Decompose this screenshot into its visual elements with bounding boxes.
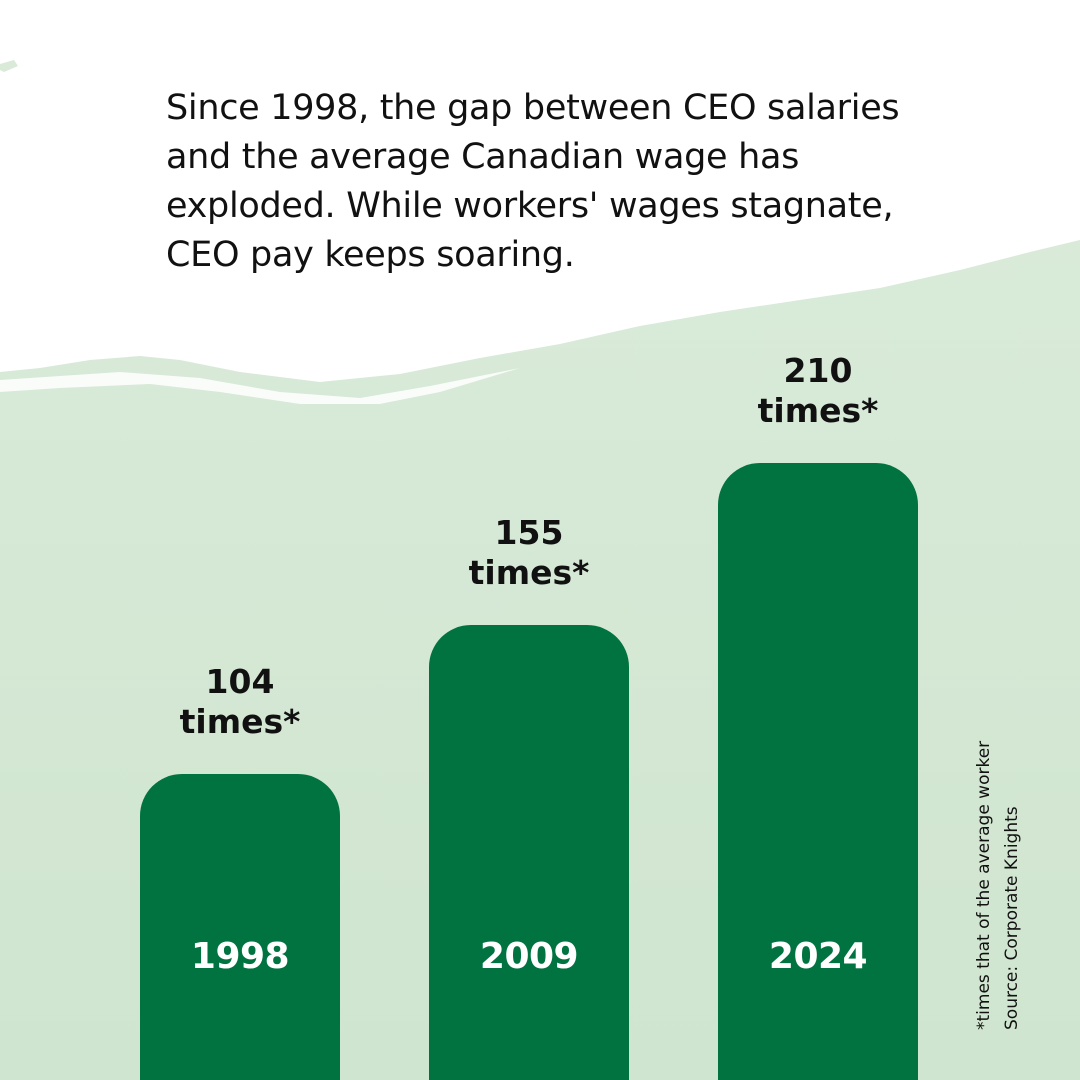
brush-edge (0, 368, 520, 404)
data-label-1998: 104 times* (120, 662, 360, 742)
data-label-unit: times* (179, 702, 301, 742)
data-label-unit: times* (757, 391, 879, 430)
intro-text: Since 1998, the gap between CEO salaries… (166, 88, 900, 275)
footnote-source: Source: Corporate Knights (1002, 806, 1022, 1030)
bar-2024 (718, 463, 918, 1080)
bar-1998 (140, 774, 340, 1080)
footnote: *times that of the average worker Source… (970, 741, 1026, 1030)
data-label-2024: 210 times* (698, 351, 938, 431)
bar-2009 (429, 624, 629, 1080)
data-label-2009: 155 times* (409, 513, 649, 593)
category-label-2009: 2009 (479, 936, 579, 977)
data-label-value: 104 (205, 662, 275, 702)
data-label-value: 155 (494, 512, 564, 552)
category-label-2024: 2024 (768, 936, 868, 977)
data-label-value: 210 (783, 351, 853, 390)
data-label-unit: times* (468, 552, 590, 592)
category-label-1998: 1998 (190, 936, 290, 977)
corner-speck (0, 60, 18, 72)
footnote-definition: *times that of the average worker (974, 740, 994, 1030)
